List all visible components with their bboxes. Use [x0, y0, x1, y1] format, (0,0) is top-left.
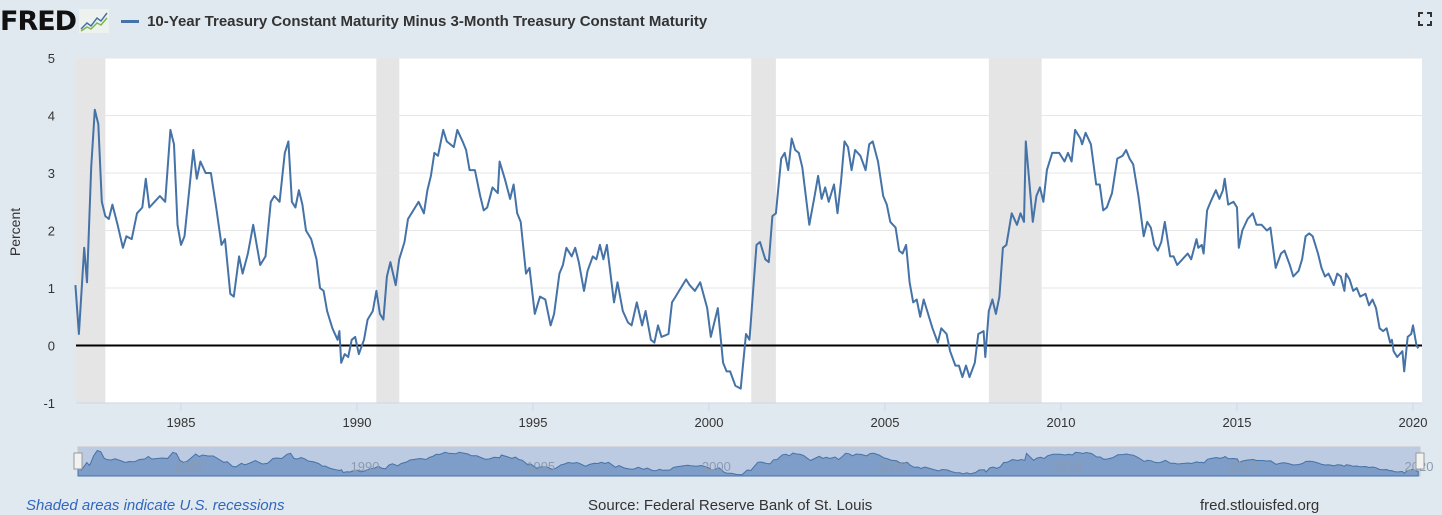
- navigator-handle[interactable]: [1415, 452, 1425, 470]
- x-tick-label: 2010: [1047, 415, 1076, 430]
- y-tick-label: 1: [48, 281, 55, 296]
- y-tick-label: 2: [48, 224, 55, 239]
- x-tick-label: 2000: [695, 415, 724, 430]
- x-tick-label: 2005: [871, 415, 900, 430]
- x-tick-label: 1995: [519, 415, 548, 430]
- navigator-series: [77, 449, 1419, 477]
- y-tick-label: 0: [48, 339, 55, 354]
- series-line: [74, 108, 1420, 390]
- series-title[interactable]: 10-Year Treasury Constant Maturity Minus…: [147, 12, 708, 30]
- navigator-tick-label: 2005: [878, 459, 907, 474]
- site-link[interactable]: fred.stlouisfed.org: [1200, 497, 1320, 514]
- navigator-tick-label: 1985: [175, 459, 204, 474]
- navigator-tick-label: 2000: [702, 459, 731, 474]
- y-tick-label: 3: [48, 166, 55, 181]
- chart-header: FRED 10-Year Treasury Constant Maturity …: [0, 4, 707, 38]
- fred-logo: FRED: [0, 5, 77, 37]
- series-legend-swatch: [121, 19, 140, 23]
- navigator-tick-label: 2010: [1053, 459, 1082, 474]
- x-tick-label: 1985: [167, 415, 196, 430]
- navigator-tick-label: 2015: [1229, 459, 1258, 474]
- y-tick-label: 5: [48, 51, 55, 66]
- navigator-handle[interactable]: [73, 452, 83, 470]
- navigator-tick-label: 1990: [351, 459, 380, 474]
- chart-svg: 5 4 3 2 1 0 -1 1985 1990 1995 2000 2005 2010 2015 2020…: [7, 51, 1433, 477]
- y-tick-label: 4: [48, 109, 55, 124]
- fullscreen-icon[interactable]: [1418, 12, 1432, 26]
- recession-note[interactable]: Shaded areas indicate U.S. recessions: [26, 497, 285, 514]
- x-tick-label: 2015: [1223, 415, 1252, 430]
- y-tick-label: -1: [43, 396, 55, 411]
- y-axis-label: Percent: [7, 208, 23, 256]
- source-note: Source: Federal Reserve Bank of St. Loui…: [588, 497, 873, 514]
- fred-chart-logo-icon: [79, 9, 110, 33]
- x-tick-label: 1990: [343, 415, 372, 430]
- navigator-tick-label: 1995: [526, 459, 555, 474]
- x-tick-label: 2020: [1399, 415, 1428, 430]
